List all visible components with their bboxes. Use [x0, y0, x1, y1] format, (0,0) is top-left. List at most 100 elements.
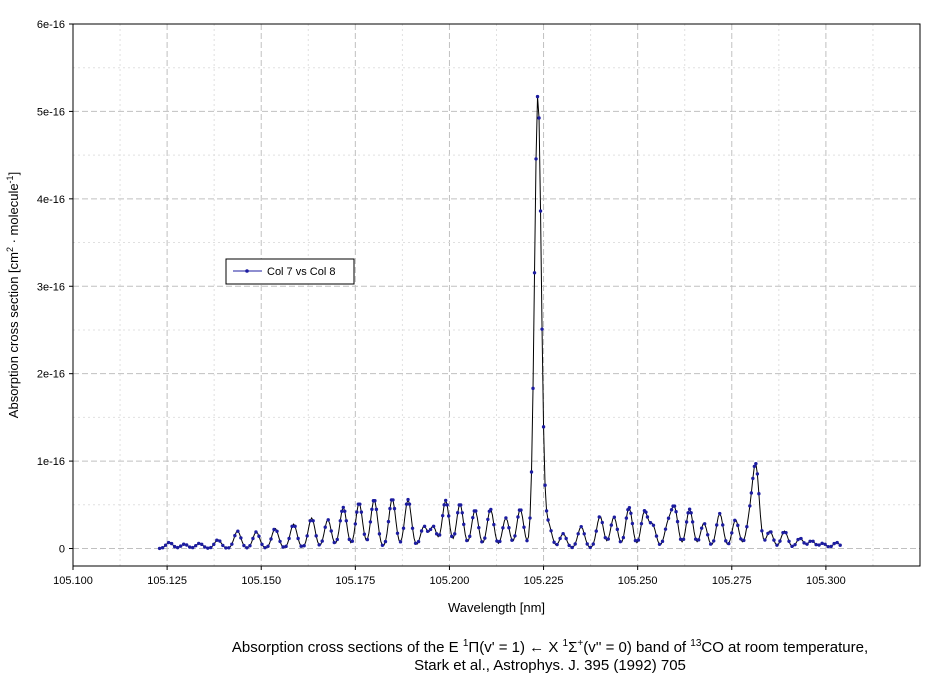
data-point — [347, 537, 352, 542]
data-point — [793, 542, 797, 547]
data-point — [407, 502, 412, 506]
data-point — [468, 534, 472, 539]
data-point — [175, 545, 180, 550]
data-point — [681, 537, 686, 541]
data-point — [431, 524, 436, 529]
data-point — [823, 542, 827, 546]
data-point — [163, 543, 168, 547]
grid-lines — [72, 23, 921, 566]
data-point — [588, 545, 592, 550]
data-point — [353, 522, 358, 526]
data-point — [522, 525, 526, 529]
y-label-part: ] — [6, 172, 21, 176]
data-point — [811, 539, 815, 543]
figure-caption: Absorption cross sections of the E 1Π(v'… — [160, 635, 940, 675]
data-point — [355, 510, 359, 514]
data-point — [808, 539, 812, 543]
data-point — [690, 520, 695, 524]
data-point — [370, 507, 374, 511]
data-point — [663, 527, 668, 531]
data-point — [537, 116, 541, 120]
data-point — [675, 519, 680, 524]
caption-line-2: Stark et al., Astrophys. J. 395 (1992) 7… — [414, 657, 686, 674]
data-point — [742, 538, 746, 543]
data-point — [209, 545, 213, 550]
data-point — [445, 503, 449, 507]
data-point — [674, 510, 678, 514]
data-point — [194, 543, 198, 548]
data-point — [772, 538, 776, 542]
data-point — [459, 503, 463, 507]
data-point — [338, 519, 342, 523]
data-point — [305, 534, 309, 538]
y-tick-label: 5e-16 — [37, 106, 65, 118]
data-point — [227, 546, 231, 550]
data-point — [630, 521, 635, 526]
data-point — [510, 538, 514, 542]
data-point — [248, 544, 252, 548]
data-point — [606, 537, 610, 541]
data-point — [206, 546, 210, 550]
data-point — [702, 522, 707, 526]
caption-sup: + — [577, 638, 584, 649]
data-point — [404, 502, 409, 506]
data-point — [689, 511, 693, 515]
data-point — [814, 542, 818, 547]
data-point — [555, 542, 559, 547]
data-point — [516, 515, 520, 519]
y-label-part: Absorption cross section [cm — [6, 252, 21, 418]
data-point — [275, 529, 279, 533]
data-point — [552, 540, 556, 544]
data-point — [456, 511, 460, 515]
series-col7-vs-col8 — [157, 94, 842, 551]
data-point — [224, 546, 228, 550]
data-point — [323, 525, 327, 529]
data-point — [745, 525, 749, 529]
data-point — [775, 543, 779, 547]
data-point — [450, 534, 454, 539]
data-point — [392, 506, 397, 511]
caption-sup: 13 — [690, 638, 702, 649]
data-point — [684, 520, 689, 524]
data-point — [624, 516, 629, 520]
data-point — [462, 522, 466, 527]
data-point — [769, 530, 773, 534]
data-point — [299, 544, 303, 548]
data-point — [718, 511, 722, 516]
data-point — [752, 464, 757, 469]
data-point — [629, 511, 633, 515]
data-point — [230, 542, 234, 546]
data-point — [443, 498, 448, 503]
data-point — [160, 545, 165, 550]
data-point — [498, 539, 502, 544]
data-point — [579, 524, 583, 529]
y-tick-label: 3e-16 — [37, 281, 65, 293]
data-point — [311, 519, 315, 523]
data-point — [410, 526, 415, 531]
data-point — [480, 540, 484, 544]
data-point — [660, 539, 665, 544]
data-point — [678, 537, 683, 541]
x-tick-label: 105.150 — [241, 575, 281, 587]
data-point — [302, 544, 306, 548]
data-point — [251, 536, 255, 541]
data-point — [358, 502, 362, 506]
data-point — [181, 542, 186, 546]
data-point — [799, 536, 803, 541]
caption-line-1: Absorption cross sections of the E 1Π(v'… — [160, 635, 940, 657]
data-point — [200, 542, 204, 547]
data-point — [492, 522, 496, 527]
data-point — [471, 515, 475, 520]
legend-marker — [245, 269, 249, 273]
data-point — [269, 537, 273, 541]
data-point — [766, 531, 770, 536]
data-point — [591, 542, 595, 546]
data-point — [326, 518, 330, 522]
data-point — [739, 537, 743, 541]
data-point — [483, 536, 487, 540]
data-point — [535, 94, 540, 99]
data-point — [278, 539, 282, 544]
data-point — [531, 386, 535, 391]
data-point — [398, 540, 403, 544]
